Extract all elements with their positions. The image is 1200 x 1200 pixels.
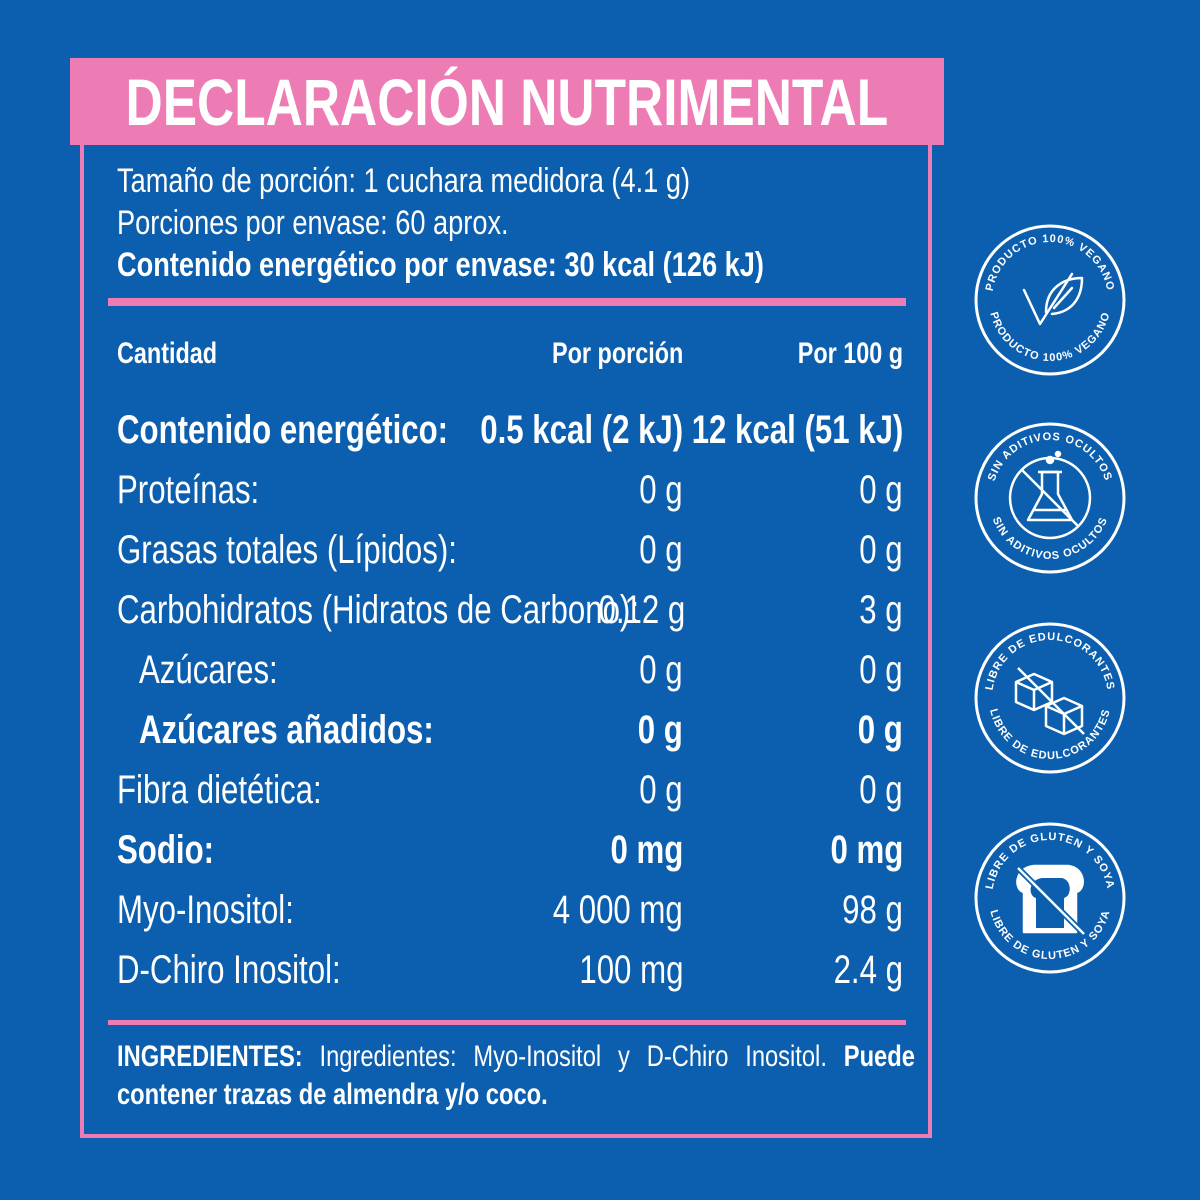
no-additives-badge: SIN ADITIVOS OCULTOS SIN ADITIVOS OCULTO… [974, 422, 1126, 574]
row-per-portion: 0 g [639, 648, 683, 692]
row-per-portion: 100 mg [578, 948, 683, 992]
energy-per-container: Contenido energético por envase: 30 kcal… [117, 246, 764, 284]
crossed-bread-icon [1015, 864, 1087, 937]
row-per-portion: 4 000 mg [552, 888, 683, 932]
row-per-portion: 0.5 kcal (2 kJ) [480, 408, 683, 452]
crossed-sugar-cubes-icon [1014, 667, 1085, 736]
row-per-100g: 0 g [859, 768, 903, 812]
ingredients-block: INGREDIENTES: Ingredientes: Myo-Inositol… [117, 1038, 917, 1114]
table-row: Fibra dietética: 0 g 0 g [117, 760, 903, 820]
table-row: Contenido energético: 0.5 kcal (2 kJ) 12… [117, 400, 903, 460]
row-per-portion: 0 g [639, 768, 683, 812]
row-label: Grasas totales (Lípidos): [117, 528, 457, 572]
divider-top [108, 298, 906, 306]
row-per-100g: 0 g [859, 648, 903, 692]
header-por-porcion: Por porción [551, 337, 683, 370]
row-per-portion: 0 g [639, 468, 683, 512]
ingredients-heading: INGREDIENTES: [117, 1040, 303, 1073]
table-row: Azúcares: 0 g 0 g [117, 640, 903, 700]
badge-edulcorantes-bottom-text: LIBRE DE EDULCORANTES [987, 708, 1113, 763]
portions-per-container: Porciones por envase: 60 aprox. [117, 204, 509, 242]
row-per-100g: 2.4 g [833, 948, 903, 992]
row-per-100g: 12 kcal (51 kJ) [691, 408, 903, 452]
row-per-100g: 0 g [859, 528, 903, 572]
label-header: DECLARACIÓN NUTRIMENTAL [70, 58, 944, 145]
nutrition-table: Cantidad Por porción Por 100 g Contenido… [117, 330, 903, 1000]
row-per-portion: 0 g [637, 708, 683, 752]
table-row: Grasas totales (Lípidos): 0 g 0 g [117, 520, 903, 580]
serving-size: Tamaño de porción: 1 cuchara medidora (4… [117, 162, 691, 200]
label-title: DECLARACIÓN NUTRIMENTAL [125, 64, 889, 139]
serving-info: Tamaño de porción: 1 cuchara medidora (4… [117, 160, 917, 286]
row-per-100g: 0 g [859, 468, 903, 512]
row-per-100g: 0 mg [830, 828, 903, 872]
row-per-100g: 3 g [859, 588, 903, 632]
badge-vegano-bottom-text: PRODUCTO 100% VEGANO [987, 311, 1112, 365]
table-row: Myo-Inositol: 4 000 mg 98 g [117, 880, 903, 940]
table-header-row: Cantidad Por porción Por 100 g [117, 330, 903, 378]
row-label: Azúcares añadidos: [139, 708, 434, 752]
row-label: Carbohidratos (Hidratos de Carbono): [117, 588, 639, 632]
crossed-flask-icon [1008, 450, 1092, 540]
row-label: Sodio: [117, 828, 215, 872]
row-label: Azúcares: [139, 648, 278, 692]
header-cantidad: Cantidad [117, 337, 218, 370]
vegan-badge: PRODUCTO 100% VEGANO PRODUCTO 100% VEGAN… [974, 224, 1126, 376]
row-label: Myo-Inositol: [117, 888, 294, 932]
row-per-portion: 0.12 g [598, 588, 685, 632]
table-row: D-Chiro Inositol: 100 mg 2.4 g [117, 940, 903, 1000]
table-row: Carbohidratos (Hidratos de Carbono): 0.1… [117, 580, 903, 640]
ingredients-warning: Puede contener trazas de almendra y/o co… [117, 1040, 915, 1111]
table-row: Sodio: 0 mg 0 mg [117, 820, 903, 880]
ingredients-text: Ingredientes: Myo-Inositol y D-Chiro Ino… [319, 1040, 827, 1073]
row-per-portion: 0 g [639, 528, 683, 572]
no-sweeteners-badge: LIBRE DE EDULCORANTES LIBRE DE EDULCORAN… [974, 622, 1126, 774]
row-label: Contenido energético: [117, 408, 449, 452]
header-por-100g: Por 100 g [797, 337, 903, 370]
row-label: Fibra dietética: [117, 768, 322, 812]
table-row: Proteínas: 0 g 0 g [117, 460, 903, 520]
gluten-soy-free-badge: LIBRE DE GLUTEN Y SOYA LIBRE DE GLUTEN Y… [974, 822, 1126, 974]
vegan-leaf-icon [1022, 272, 1084, 326]
row-label: Proteínas: [117, 468, 260, 512]
row-per-portion: 0 mg [610, 828, 683, 872]
table-row: Azúcares añadidos: 0 g 0 g [117, 700, 903, 760]
row-per-100g: 0 g [857, 708, 903, 752]
divider-bottom [108, 1020, 906, 1025]
row-per-100g: 98 g [842, 888, 903, 932]
row-label: D-Chiro Inositol: [117, 948, 341, 992]
